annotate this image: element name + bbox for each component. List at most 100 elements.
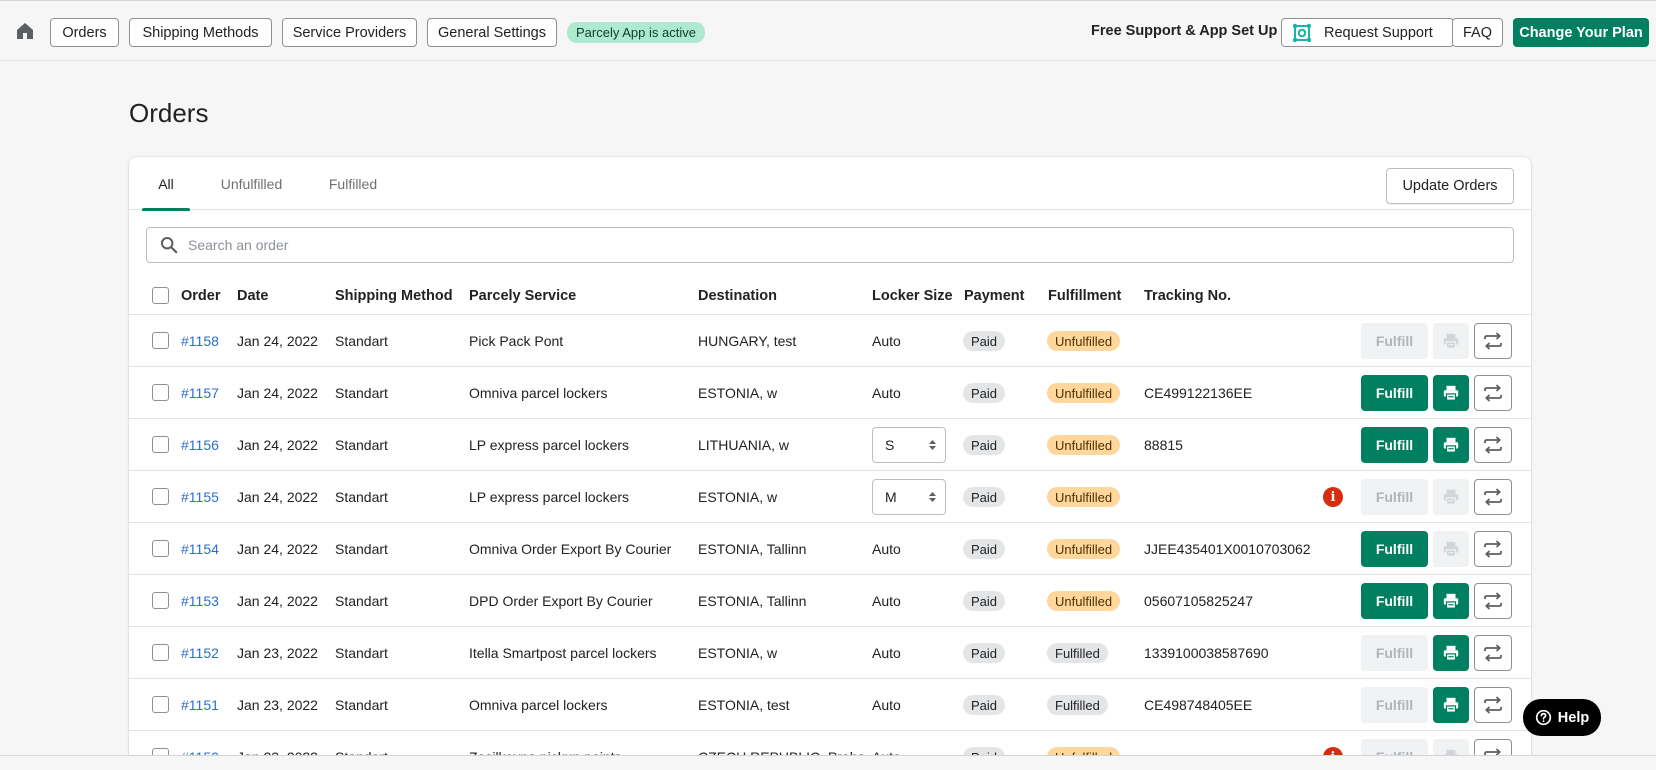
row-checkbox[interactable] <box>152 644 169 661</box>
tracking-number: JJEE435401X0010703062 <box>1144 541 1311 557</box>
header-parcely-service: Parcely Service <box>469 288 577 304</box>
row-checkbox[interactable] <box>152 384 169 401</box>
shipping-method: Standart <box>335 489 388 505</box>
shipping-method: Standart <box>335 385 388 401</box>
header-destination: Destination <box>698 288 777 304</box>
fulfillment-badge: Unfulfilled <box>1047 591 1121 611</box>
shipping-method: Standart <box>335 593 388 609</box>
tab-unfulfilled[interactable]: Unfulfilled <box>220 175 283 192</box>
help-label: Help <box>1557 709 1590 726</box>
order-link[interactable]: #1155 <box>181 489 219 505</box>
page-title: Orders <box>129 98 209 128</box>
bottom-edge <box>0 755 1656 770</box>
print-label-button[interactable] <box>1433 375 1469 411</box>
destination: ESTONIA, w <box>698 385 778 401</box>
row-checkbox[interactable] <box>152 488 169 505</box>
parcely-service: DPD Order Export By Courier <box>469 593 653 609</box>
select-arrows-icon <box>929 492 936 502</box>
fulfill-button[interactable]: Fulfill <box>1361 635 1428 671</box>
fulfill-button[interactable]: Fulfill <box>1361 323 1428 359</box>
fulfill-button[interactable]: Fulfill <box>1361 375 1428 411</box>
search-icon <box>160 236 178 254</box>
sync-order-button[interactable] <box>1474 687 1512 723</box>
destination: HUNGARY, test <box>698 333 797 349</box>
nav-orders-button[interactable]: Orders <box>50 18 119 47</box>
request-support-button[interactable]: Request Support <box>1281 18 1454 47</box>
fulfill-button[interactable]: Fulfill <box>1361 479 1428 515</box>
sync-icon <box>1484 384 1502 402</box>
locker-size-select[interactable]: M <box>872 479 946 515</box>
row-checkbox[interactable] <box>152 436 169 453</box>
search-input[interactable] <box>188 237 1488 253</box>
order-search-field[interactable] <box>146 227 1514 263</box>
row-checkbox[interactable] <box>152 592 169 609</box>
order-link[interactable]: #1158 <box>181 333 219 349</box>
printer-icon <box>1443 489 1459 505</box>
payment-badge: Paid <box>963 487 1006 507</box>
print-label-button[interactable] <box>1433 635 1469 671</box>
nav-shipping-methods-button[interactable]: Shipping Methods <box>129 18 272 47</box>
locker-size-value: M <box>885 489 897 505</box>
locker-size-text: Auto <box>872 385 901 401</box>
print-label-button[interactable] <box>1433 687 1469 723</box>
print-label-button[interactable] <box>1433 583 1469 619</box>
shipping-method: Standart <box>335 645 388 661</box>
locker-size-text: Auto <box>872 697 901 713</box>
payment-badge: Paid <box>963 383 1006 403</box>
order-link[interactable]: #1152 <box>181 645 219 661</box>
select-all-checkbox[interactable] <box>152 287 169 304</box>
sync-icon <box>1484 644 1502 662</box>
order-link[interactable]: #1156 <box>181 437 219 453</box>
parcely-service: Pick Pack Pont <box>469 333 564 349</box>
shipping-method: Standart <box>335 697 388 713</box>
order-link[interactable]: #1154 <box>181 541 219 557</box>
print-label-button[interactable] <box>1433 479 1469 515</box>
fulfillment-badge: Fulfilled <box>1047 695 1108 715</box>
sync-icon <box>1484 488 1502 506</box>
header-fulfillment: Fulfillment <box>1048 288 1122 304</box>
tab-fulfilled[interactable]: Fulfilled <box>328 175 378 192</box>
change-plan-button[interactable]: Change Your Plan <box>1513 18 1649 47</box>
orders-card: All Unfulfilled Fulfilled Update Orders … <box>129 157 1531 770</box>
print-label-button[interactable] <box>1433 531 1469 567</box>
locker-size-text: Auto <box>872 593 901 609</box>
fulfill-button[interactable]: Fulfill <box>1361 427 1428 463</box>
tracking-number: 05607105825247 <box>1144 593 1254 609</box>
question-circle-icon <box>1535 709 1551 726</box>
warning-icon[interactable]: i <box>1323 487 1343 507</box>
destination: LITHUANIA, w <box>698 437 790 453</box>
row-checkbox[interactable] <box>152 540 169 557</box>
sync-order-button[interactable] <box>1474 635 1512 671</box>
fulfill-button[interactable]: Fulfill <box>1361 531 1428 567</box>
order-link[interactable]: #1151 <box>181 697 219 713</box>
sync-order-button[interactable] <box>1474 375 1512 411</box>
parcely-service: Itella Smartpost parcel lockers <box>469 645 657 661</box>
sync-icon <box>1484 332 1502 350</box>
sync-order-button[interactable] <box>1474 531 1512 567</box>
home-icon[interactable] <box>15 21 35 41</box>
faq-button[interactable]: FAQ <box>1452 18 1503 47</box>
row-checkbox[interactable] <box>152 696 169 713</box>
update-orders-button[interactable]: Update Orders <box>1386 168 1514 204</box>
sync-order-button[interactable] <box>1474 323 1512 359</box>
order-link[interactable]: #1153 <box>181 593 219 609</box>
order-date: Jan 24, 2022 <box>237 437 318 453</box>
print-label-button[interactable] <box>1433 427 1469 463</box>
nav-service-providers-button[interactable]: Service Providers <box>282 18 417 47</box>
fulfill-button[interactable]: Fulfill <box>1361 687 1428 723</box>
order-date: Jan 23, 2022 <box>237 697 318 713</box>
nav-general-settings-button[interactable]: General Settings <box>427 18 557 47</box>
print-label-button[interactable] <box>1433 323 1469 359</box>
sync-order-button[interactable] <box>1474 427 1512 463</box>
fulfillment-badge: Fulfilled <box>1047 643 1108 663</box>
locker-size-select[interactable]: S <box>872 427 946 463</box>
row-checkbox[interactable] <box>152 332 169 349</box>
help-button[interactable]: Help <box>1523 699 1601 736</box>
sync-icon <box>1484 592 1502 610</box>
fulfill-button[interactable]: Fulfill <box>1361 583 1428 619</box>
order-link[interactable]: #1157 <box>181 385 219 401</box>
fulfillment-badge: Unfulfilled <box>1047 383 1121 403</box>
sync-order-button[interactable] <box>1474 583 1512 619</box>
tab-all[interactable]: All <box>142 157 190 211</box>
sync-order-button[interactable] <box>1474 479 1512 515</box>
